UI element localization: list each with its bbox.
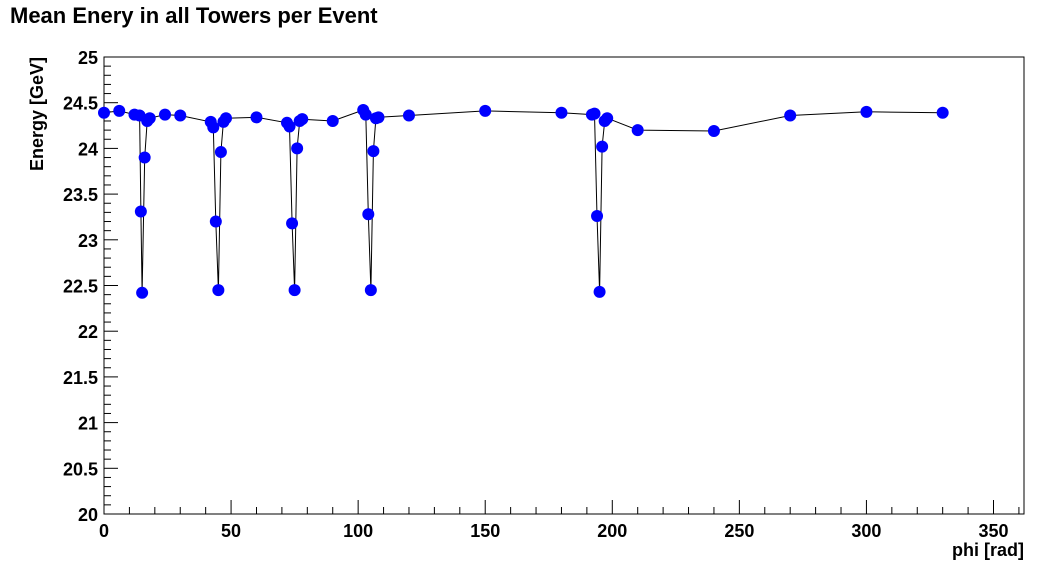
data-point bbox=[136, 286, 149, 299]
data-point bbox=[860, 105, 873, 118]
data-point bbox=[219, 112, 232, 125]
y-tick-label: 20.5 bbox=[63, 459, 98, 479]
data-point bbox=[479, 104, 492, 117]
y-tick-label: 23.5 bbox=[63, 185, 98, 205]
y-tick-label: 20 bbox=[78, 505, 98, 525]
chart-title: Mean Enery in all Towers per Event bbox=[10, 3, 378, 28]
data-point bbox=[631, 124, 644, 137]
data-point bbox=[138, 151, 151, 164]
y-axis: 20 20.5 21 21.5 22 22.5 23 23.5 24 24.5 25 bbox=[63, 48, 118, 525]
y-tick-label: 21.5 bbox=[63, 368, 98, 388]
x-tick-label: 200 bbox=[597, 521, 627, 541]
series-line bbox=[103, 109, 943, 293]
data-point bbox=[286, 217, 299, 230]
x-tick-label: 0 bbox=[99, 521, 109, 541]
plot-frame bbox=[103, 56, 1025, 515]
data-point bbox=[288, 284, 301, 297]
x-tick-label: 300 bbox=[851, 521, 881, 541]
data-point bbox=[591, 210, 604, 223]
x-tick-label: 350 bbox=[978, 521, 1008, 541]
data-point bbox=[362, 208, 375, 221]
data-point bbox=[212, 284, 225, 297]
data-point bbox=[209, 215, 222, 228]
data-point bbox=[143, 112, 156, 125]
y-tick-label: 22.5 bbox=[63, 277, 98, 297]
y-tick-label: 22 bbox=[78, 322, 98, 342]
y-tick-label: 21 bbox=[78, 414, 98, 434]
y-tick-label: 23 bbox=[78, 231, 98, 251]
data-point bbox=[784, 109, 797, 122]
x-axis: 0 50 100 150 200 250 300 350 bbox=[99, 500, 1020, 541]
data-point bbox=[250, 111, 263, 124]
y-tick-label: 25 bbox=[78, 48, 98, 68]
data-point bbox=[98, 106, 110, 119]
data-point bbox=[593, 285, 606, 298]
data-point bbox=[936, 106, 949, 119]
data-point bbox=[601, 112, 614, 125]
data-point bbox=[134, 205, 147, 218]
series-markers bbox=[98, 104, 949, 299]
data-point bbox=[588, 107, 601, 120]
data-point bbox=[283, 120, 296, 133]
y-tick-label: 24.5 bbox=[63, 94, 98, 114]
x-tick-label: 50 bbox=[221, 521, 241, 541]
data-point bbox=[207, 121, 220, 134]
y-tick-label: 24 bbox=[78, 139, 98, 159]
x-tick-label: 150 bbox=[470, 521, 500, 541]
data-point bbox=[113, 104, 126, 117]
data-point bbox=[158, 108, 171, 121]
data-point bbox=[555, 106, 568, 119]
data-point bbox=[707, 125, 720, 138]
x-axis-label: phi [rad] bbox=[952, 540, 1024, 560]
data-point bbox=[296, 113, 309, 126]
data-point bbox=[291, 142, 304, 155]
data-point bbox=[364, 284, 377, 297]
data-point bbox=[359, 108, 372, 121]
data-point bbox=[402, 109, 415, 122]
data-point bbox=[214, 146, 227, 159]
data-point bbox=[174, 109, 187, 122]
x-tick-label: 250 bbox=[724, 521, 754, 541]
data-point bbox=[596, 140, 609, 153]
y-axis-label: Energy [GeV] bbox=[27, 57, 47, 171]
x-tick-label: 100 bbox=[343, 521, 373, 541]
data-point bbox=[372, 111, 385, 124]
data-point bbox=[367, 145, 380, 158]
data-point bbox=[326, 114, 339, 127]
